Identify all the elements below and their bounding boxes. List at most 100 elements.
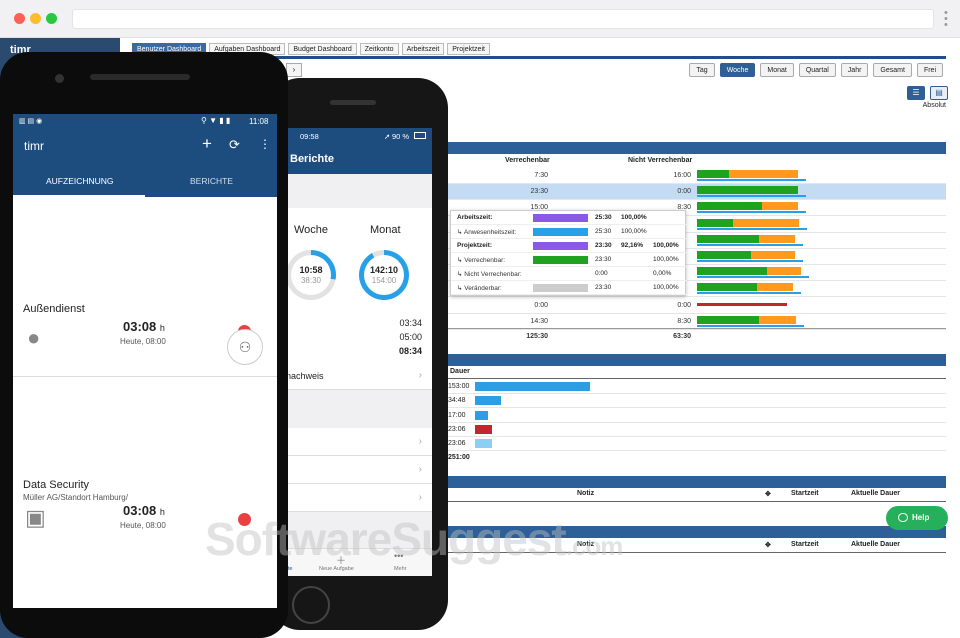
nonbillable-bar xyxy=(759,234,795,243)
target-line xyxy=(697,243,803,246)
user-clock-icon: ● xyxy=(27,325,41,350)
popup-value: 100,00% xyxy=(621,214,647,221)
popup-label: Arbeitszeit: xyxy=(457,214,493,221)
list-view-icon[interactable]: ▤ xyxy=(930,86,948,100)
tab-zeitkonto[interactable]: Zeitkonto xyxy=(359,43,399,55)
period-gesamt-button[interactable]: Gesamt xyxy=(873,63,912,77)
settings-icon-2[interactable]: ✥ xyxy=(765,542,771,549)
ios-list-item-nachweis[interactable]: nachweis › xyxy=(286,362,432,390)
ios-list-item[interactable]: › xyxy=(286,484,432,512)
help-button[interactable]: Help xyxy=(886,506,948,530)
period-jahr-button[interactable]: Jahr xyxy=(840,63,869,77)
timer-entry[interactable]: Data Security Müller AG/Standort Hamburg… xyxy=(13,377,277,607)
start-timer-fab[interactable]: ⚇ xyxy=(227,329,263,365)
ios-time: 09:58 xyxy=(300,132,319,141)
recording-indicator[interactable] xyxy=(238,513,251,526)
billable-bar xyxy=(697,186,799,195)
browser-menu-icon[interactable]: • • • xyxy=(944,7,948,31)
cell-billable: 14:30 xyxy=(530,317,548,325)
back-icon[interactable]: ◀ xyxy=(65,566,75,580)
popup-label: ↳ Anwesenheitszeit: xyxy=(457,229,517,236)
watermark: SoftwareSuggest.com xyxy=(205,512,624,566)
nonbillable-bar xyxy=(767,267,801,276)
period-tag-button[interactable]: Tag xyxy=(689,63,715,77)
billable-bar xyxy=(697,251,751,259)
tab-projektzeit[interactable]: Projektzeit xyxy=(447,43,490,55)
minimize-window-icon[interactable] xyxy=(30,13,41,24)
popup-row: Projektzeit: 23:30 92,16% 100,00% xyxy=(451,239,687,253)
settings-icon[interactable]: ✥ xyxy=(765,491,771,498)
ring-inner xyxy=(291,255,331,295)
entry-time-value: 03:08 xyxy=(123,319,157,334)
duration-row[interactable]: 17:00 xyxy=(440,409,946,423)
tab-more-label[interactable]: Mehr xyxy=(394,566,407,572)
duration-row[interactable]: 34:48 xyxy=(440,394,946,409)
col-nonbillable-header: Nicht Verrechenbar xyxy=(628,157,693,164)
entry-time: 03:08 h xyxy=(123,503,165,518)
home-icon[interactable] xyxy=(140,568,150,578)
duration-bar xyxy=(475,424,493,434)
next-period-button[interactable]: › xyxy=(286,63,302,77)
duration-value: 23:06 xyxy=(448,440,466,448)
table1-row[interactable]: 23:30 0:00 xyxy=(440,184,946,201)
table1-row[interactable] xyxy=(440,281,946,298)
table1-row[interactable] xyxy=(440,249,946,265)
target-line xyxy=(697,260,803,262)
billable-bar xyxy=(697,267,767,276)
watermark-tld: .com xyxy=(565,531,624,561)
month-label: Monat xyxy=(370,224,401,236)
popup-row: ↳ Nicht Verrechenbar: 0:00 0,00% xyxy=(451,267,687,281)
maximize-window-icon[interactable] xyxy=(46,13,57,24)
duration-value: 34:48 xyxy=(448,397,466,405)
popup-row: Arbeitszeit: 25:30 100,00% xyxy=(451,211,687,225)
table1-row[interactable]: 0:00 0:00 xyxy=(440,298,946,314)
duration-row[interactable]: 23:06 xyxy=(440,423,946,437)
table1-row[interactable] xyxy=(440,265,946,282)
table1-row[interactable]: 15:00 8:30 xyxy=(440,200,946,217)
close-window-icon[interactable] xyxy=(14,13,25,24)
chart-view-icon[interactable]: ☰ xyxy=(907,86,925,100)
entry-name: Außendienst xyxy=(23,303,85,315)
tab-aufzeichnung[interactable]: AUFZEICHNUNG xyxy=(46,176,114,186)
col-start-header-2: Startzeit xyxy=(791,541,819,548)
col-current-duration-header-2: Aktuelle Dauer xyxy=(851,541,901,548)
table1-row[interactable] xyxy=(440,233,946,249)
more-icon[interactable]: ••• xyxy=(394,551,404,561)
tab-arbeitszeit[interactable]: Arbeitszeit xyxy=(401,43,445,55)
tab-new-task-label[interactable]: Neue Aufgabe xyxy=(319,566,354,572)
add-icon[interactable]: + xyxy=(202,134,212,153)
duration-value: 153:00 xyxy=(448,383,470,390)
period-woche-button[interactable]: Woche xyxy=(719,63,756,77)
tab-reports-label[interactable]: rte xyxy=(286,566,293,572)
new-task-icon[interactable]: ＋ xyxy=(336,556,346,567)
android-screen: ▥ ▤ ◉ ⚲ ▼ ▮ ▮ 11:08 timr + ⟳ ⋮ AUFZEICHN… xyxy=(13,114,277,608)
duration-value: 23:06 xyxy=(448,425,466,433)
duration-row[interactable]: 153:00 xyxy=(440,380,946,394)
billable-bar xyxy=(697,218,733,227)
browser-chrome: • • • xyxy=(0,0,960,38)
col-duration-header: Dauer xyxy=(450,368,470,375)
duration-row[interactable]: 23:06 xyxy=(440,437,946,452)
target-line xyxy=(697,276,809,279)
overflow-menu-icon[interactable]: ⋮ xyxy=(259,137,271,151)
tab-indicator xyxy=(13,195,145,197)
tab-berichte[interactable]: BERICHTE xyxy=(190,176,233,186)
ios-list-item[interactable]: › xyxy=(286,456,432,484)
nonbillable-bar xyxy=(733,218,799,227)
home-button[interactable] xyxy=(292,586,330,624)
table1-row[interactable]: 14:30 8:30 xyxy=(440,314,946,330)
table1-row[interactable] xyxy=(440,217,946,233)
sync-icon[interactable]: ⟳ xyxy=(229,137,240,152)
period-quartal-button[interactable]: Quartal xyxy=(798,63,836,77)
period-monat-button[interactable]: Monat xyxy=(760,63,794,77)
android-tabs: AUFZEICHNUNG BERICHTE xyxy=(13,165,277,197)
tab-budget-dashboard[interactable]: Budget Dashboard xyxy=(288,43,357,55)
ios-list-item[interactable]: › xyxy=(286,428,432,456)
cell-nonbillable: 8:30 xyxy=(677,317,691,325)
table1-row[interactable]: 7:30 16:00 xyxy=(440,168,946,184)
target-line xyxy=(697,292,801,295)
popup-bar xyxy=(533,256,588,264)
address-bar[interactable] xyxy=(72,9,934,29)
recents-icon[interactable] xyxy=(214,568,223,577)
period-frei-button[interactable]: Frei xyxy=(916,63,943,77)
